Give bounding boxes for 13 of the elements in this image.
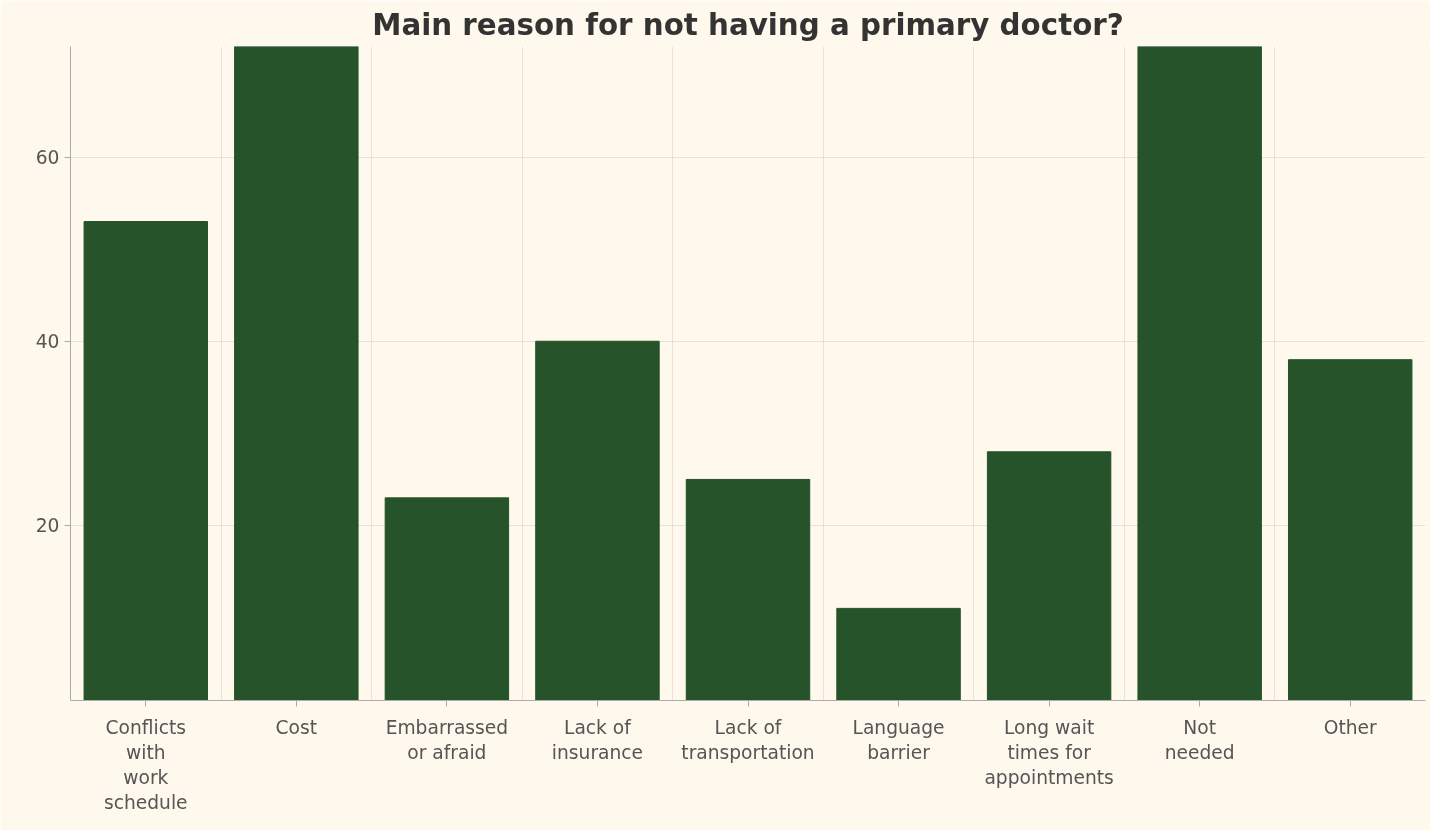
y-tick-label: 40 [35,331,60,353]
x-tick-label: Language barrier [852,716,945,763]
chart-title: Main reason for not having a primary doctor? [372,7,1124,42]
x-tick-label: Conflicts with work schedule [103,716,188,814]
x-tick-label: Other [1323,716,1378,738]
x-tick-label: Cost [275,716,318,738]
y-tick-label: 20 [35,515,60,537]
y-tick-label: 60 [35,147,60,169]
x-tick-label: Not needed [1164,716,1235,763]
x-tick-label: Embarrassed or afraid [385,716,509,763]
x-tick-label: Lack of transportation [681,716,815,763]
x-tick-label: Lack of insurance [551,716,644,763]
x-tick-label: Long wait times for appointments [984,716,1114,788]
